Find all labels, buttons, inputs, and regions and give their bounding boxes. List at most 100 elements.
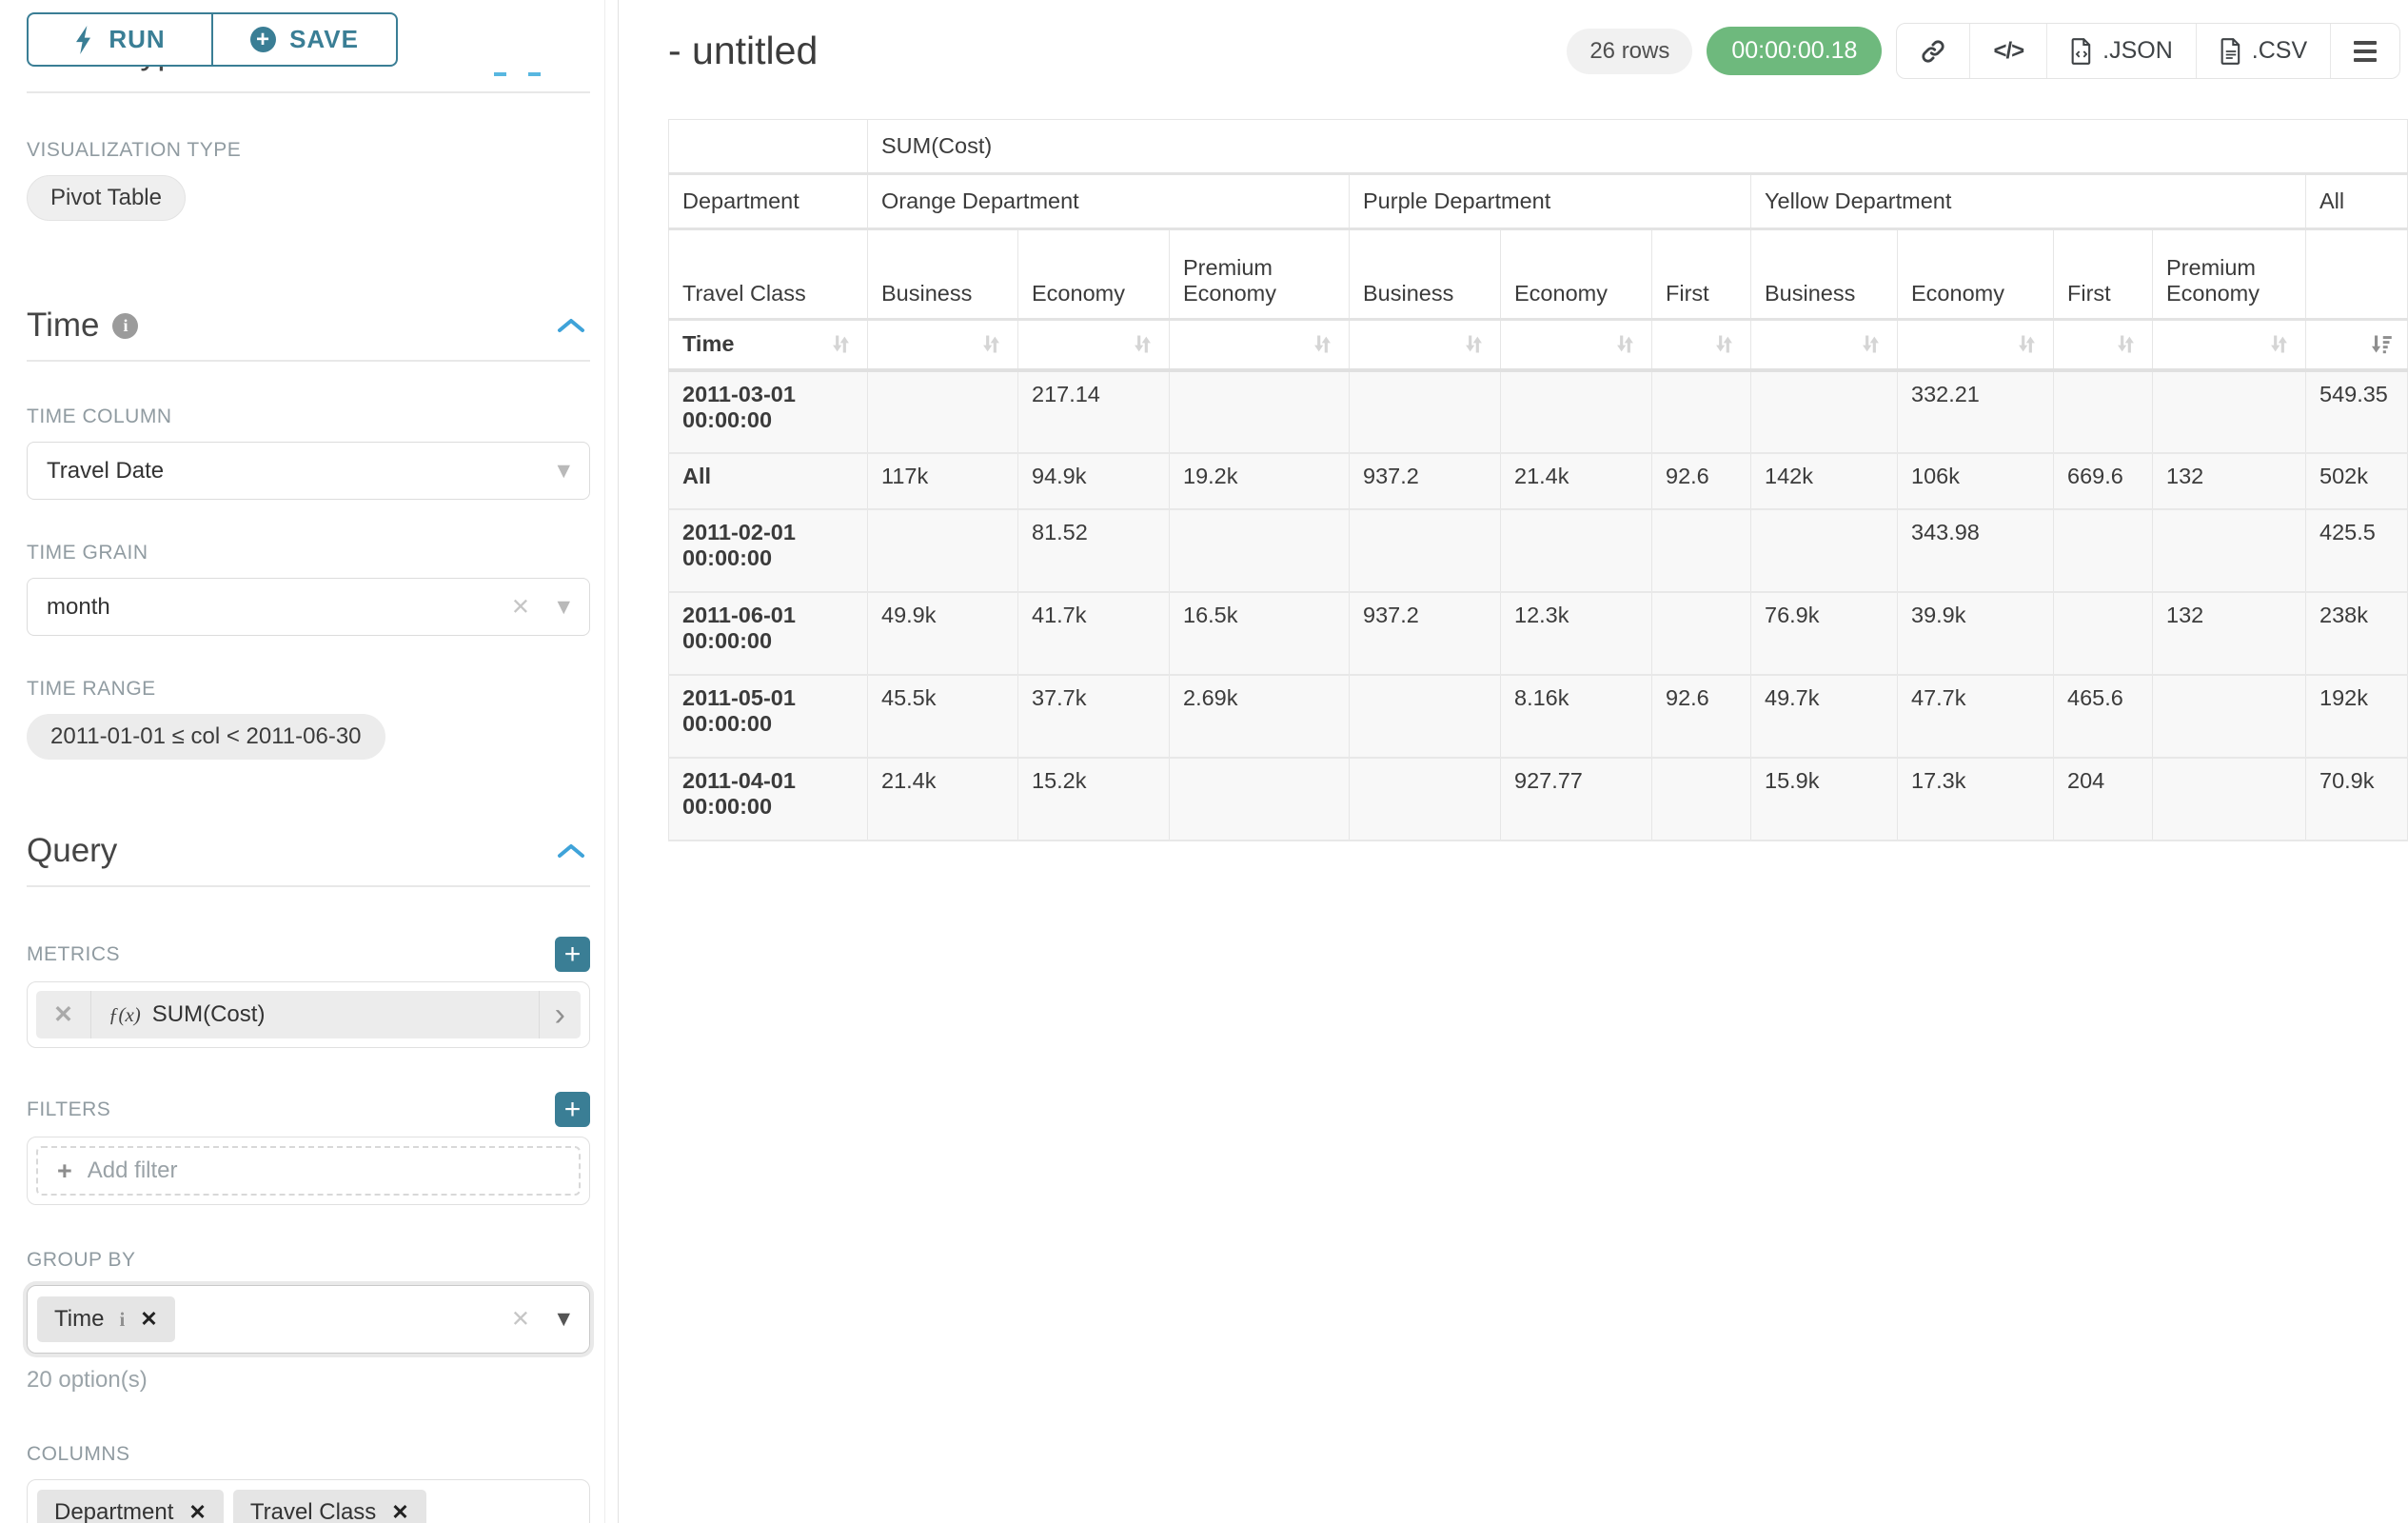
groupby-tag-time[interactable]: Time i ✕ [37, 1296, 175, 1342]
hamburger-icon [2354, 40, 2378, 62]
sortable-column-header[interactable] [1349, 319, 1501, 372]
view-query-button[interactable]: </> [1969, 24, 2046, 78]
value-cell [1651, 591, 1751, 676]
clear-icon[interactable]: ✕ [510, 594, 530, 620]
info-icon: i [112, 312, 139, 339]
sorted-column-header[interactable] [2304, 319, 2408, 372]
sortable-column-header[interactable] [1651, 319, 1751, 372]
sortable-column-header[interactable] [1500, 319, 1652, 372]
chevron-up-icon[interactable] [556, 842, 586, 860]
columns-select[interactable]: Department ✕ Travel Class ✕ ✕ ▾ [27, 1479, 590, 1523]
sortable-column-header[interactable] [1897, 319, 2054, 372]
viz-type-pill[interactable]: Pivot Table [27, 175, 186, 221]
value-cell: 132 [2152, 452, 2306, 510]
columns-tag-department[interactable]: Department ✕ [37, 1490, 224, 1523]
sortable-column-header[interactable] [1169, 319, 1350, 372]
value-cell: 192k [2304, 674, 2408, 759]
value-cell [1750, 369, 1898, 454]
remove-tag-icon[interactable]: ✕ [391, 1500, 409, 1523]
export-json-button[interactable]: .JSON [2046, 24, 2196, 78]
chevron-right-icon[interactable]: › [538, 991, 581, 1038]
filters-label: FILTERS [27, 1098, 111, 1120]
time-column-select[interactable]: Travel Date ▾ [27, 442, 590, 500]
sort-icon[interactable] [2266, 331, 2292, 357]
value-cell: 15.9k [1750, 757, 1898, 841]
sort-icon[interactable] [1858, 331, 1884, 357]
control-sidebar: RUN + SAVE Chart Type VISUALIZATION TYPE… [0, 0, 619, 1523]
value-cell: 927.77 [1500, 757, 1652, 841]
link-icon [1922, 39, 1945, 63]
value-cell: 502k [2304, 452, 2408, 510]
time-section-title: Time [27, 307, 100, 344]
columns-tag-travel-class[interactable]: Travel Class ✕ [232, 1490, 426, 1523]
remove-tag-icon[interactable]: ✕ [188, 1500, 207, 1523]
metric-header: SUM(Cost) [866, 119, 2408, 175]
sort-desc-icon[interactable] [2368, 331, 2394, 357]
sortable-column-header[interactable] [2152, 319, 2306, 372]
sortable-column-header[interactable] [1017, 319, 1170, 372]
value-cell [1651, 757, 1751, 841]
value-cell [1349, 757, 1501, 841]
department-group-header: Yellow Department [1750, 173, 2306, 230]
share-link-button[interactable] [1897, 24, 1969, 78]
travel-class-header: Premium Economy [1169, 228, 1350, 321]
table-row: All 117k 94.9k 19.2k 937.2 21.4k 92.6 142k 106k 6… [668, 452, 2408, 510]
chart-title[interactable]: - untitled [668, 29, 819, 72]
value-cell: 92.6 [1651, 674, 1751, 759]
sort-icon[interactable] [978, 331, 1004, 357]
caret-down-icon: ▾ [557, 454, 570, 484]
sortable-column-header[interactable] [1750, 319, 1898, 372]
value-cell [1169, 757, 1350, 841]
add-metric-button[interactable]: + [555, 937, 590, 972]
time-grain-label: TIME GRAIN [27, 542, 148, 564]
remove-metric-icon[interactable]: ✕ [36, 991, 91, 1038]
groupby-select[interactable]: Time i ✕ ✕ ▾ [27, 1285, 590, 1354]
value-cell: 332.21 [1897, 369, 2054, 454]
department-group-header: Orange Department [867, 173, 1350, 230]
chevron-up-icon[interactable] [556, 317, 586, 334]
columns-tag-label: Travel Class [249, 1499, 377, 1523]
sort-icon[interactable] [2113, 331, 2139, 357]
file-text-icon [2220, 37, 2240, 65]
sort-icon[interactable] [1461, 331, 1487, 357]
main-header: - untitled 26 rows 00:00:00.18 </> .JSON [668, 0, 2408, 79]
sort-icon[interactable] [1711, 331, 1737, 357]
sortable-column-header[interactable] [2053, 319, 2153, 372]
export-csv-button[interactable]: .CSV [2195, 24, 2330, 78]
menu-button[interactable] [2330, 24, 2399, 78]
save-button[interactable]: + SAVE [211, 12, 398, 67]
time-range-pill[interactable]: 2011-01-01 ≤ col < 2011-06-30 [27, 714, 385, 760]
run-button[interactable]: RUN [27, 12, 213, 67]
value-cell [2152, 508, 2306, 593]
value-cell [1651, 369, 1751, 454]
sort-icon[interactable] [1130, 331, 1155, 357]
value-cell: 8.16k [1500, 674, 1652, 759]
sort-icon[interactable] [2014, 331, 2040, 357]
metric-pill[interactable]: ✕ ƒ(x) SUM(Cost) › [36, 991, 581, 1038]
row-header: 2011-03-01 00:00:00 [668, 369, 868, 454]
value-cell: 39.9k [1897, 591, 2054, 676]
metrics-control: ✕ ƒ(x) SUM(Cost) › [27, 981, 590, 1048]
sort-icon[interactable] [828, 331, 854, 357]
value-cell: 45.5k [867, 674, 1018, 759]
columns-tag-label: Department [54, 1499, 174, 1523]
value-cell: 204 [2053, 757, 2153, 841]
time-sort-header[interactable]: Time [668, 319, 868, 372]
value-cell [1500, 508, 1652, 593]
table-row: 2011-02-01 00:00:00 81.52 343.98 425.5 [668, 508, 2408, 593]
time-range-label: TIME RANGE [27, 678, 156, 700]
clear-icon[interactable]: ✕ [510, 1306, 530, 1333]
add-filter-dropzone[interactable]: + Add filter [36, 1146, 581, 1196]
row-header: 2011-06-01 00:00:00 [668, 591, 868, 676]
remove-tag-icon[interactable]: ✕ [140, 1307, 158, 1331]
value-cell: 37.7k [1017, 674, 1170, 759]
sort-icon[interactable] [1310, 331, 1335, 357]
add-filter-button[interactable]: + [555, 1092, 590, 1127]
sortable-column-header[interactable] [867, 319, 1018, 372]
sort-icon[interactable] [1612, 331, 1638, 357]
value-cell: 92.6 [1651, 452, 1751, 510]
time-grain-select[interactable]: month ✕ ▾ [27, 578, 590, 636]
value-cell [1500, 369, 1652, 454]
save-button-label: SAVE [289, 25, 359, 53]
row-header: 2011-02-01 00:00:00 [668, 508, 868, 593]
